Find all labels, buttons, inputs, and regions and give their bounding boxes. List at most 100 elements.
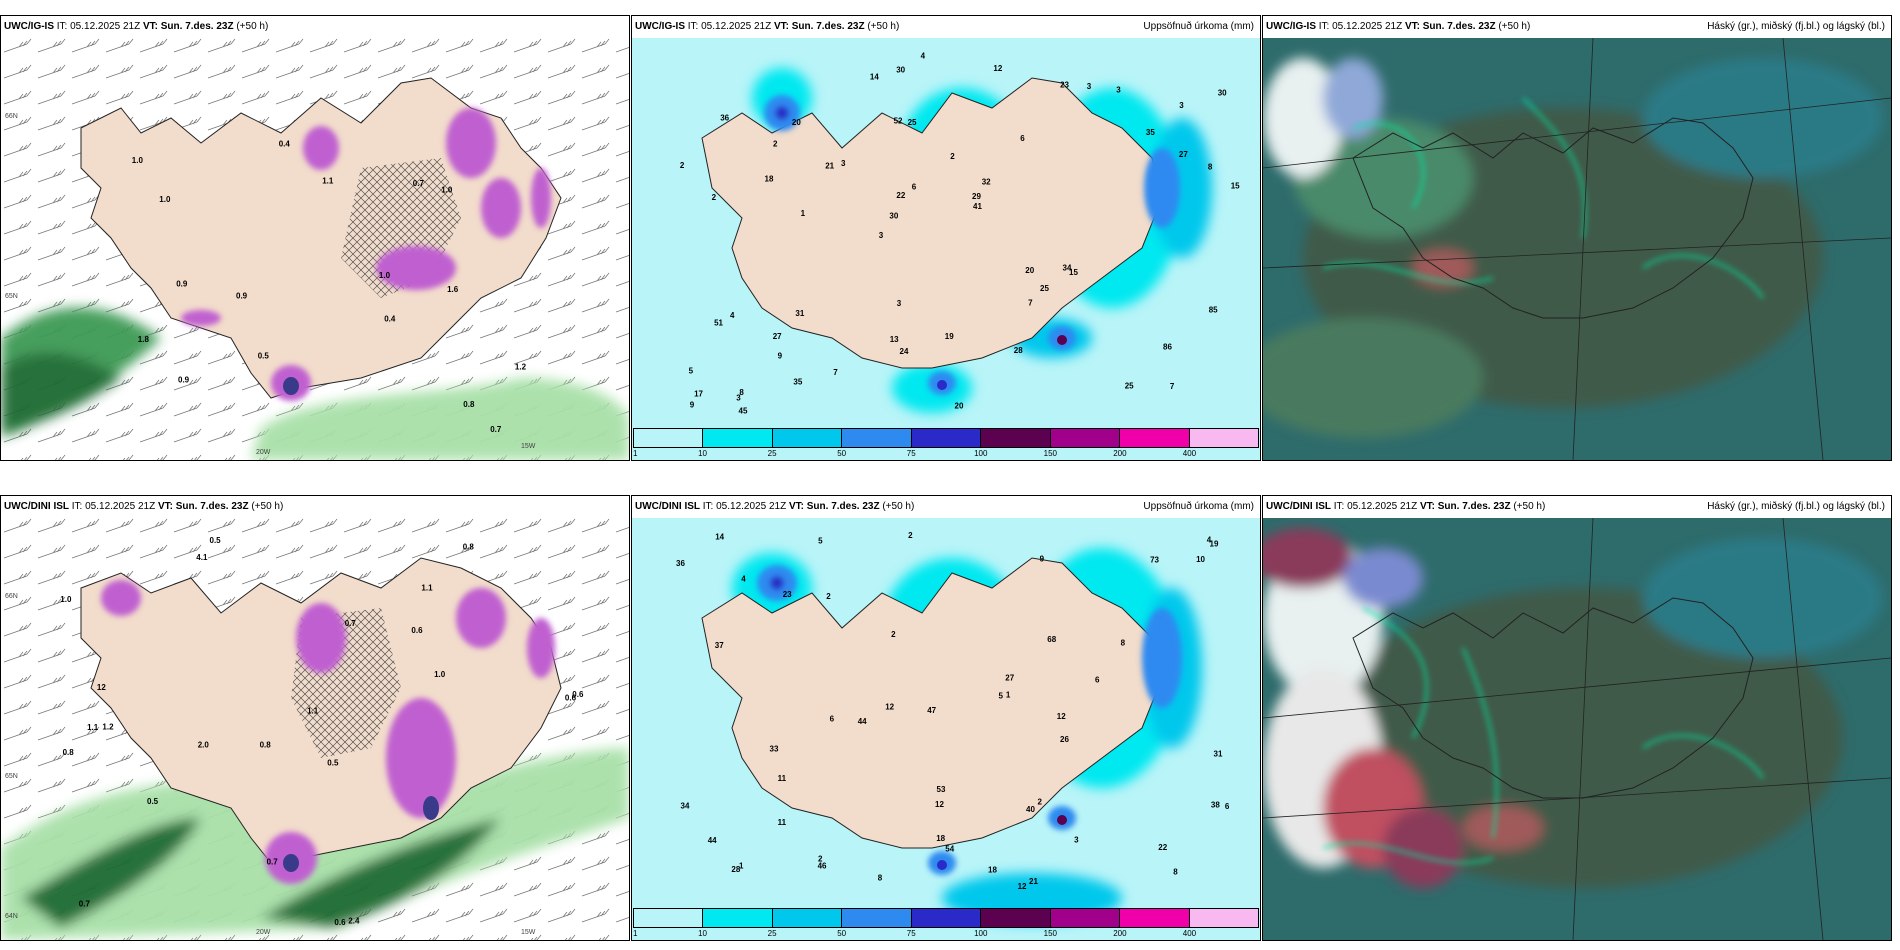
value-label: 1.0 <box>379 271 391 280</box>
model-name: UWC/IG-IS <box>635 21 685 32</box>
value-label: 1.0 <box>159 195 171 204</box>
legend-tick-label: 25 <box>767 929 777 938</box>
value-label: 0.7 <box>267 857 279 866</box>
value-label: 24 <box>900 347 909 356</box>
value-label: 3 <box>841 159 846 168</box>
it-label: IT: <box>71 501 83 512</box>
value-label: 1.2 <box>515 363 527 372</box>
legend-tick-label: 75 <box>906 929 916 938</box>
value-label: 7 <box>1028 298 1033 307</box>
panel-header: UWC/IG-IS IT: 05.12.2025 21Z VT: Sun. 7.… <box>1 16 629 38</box>
value-label: 38 <box>1211 801 1220 810</box>
value-label: 54 <box>945 845 954 854</box>
value-label: 18 <box>936 834 945 843</box>
legend-tick-label: 10 <box>698 449 707 458</box>
legend-tick-label: 1 <box>633 449 638 458</box>
legend-swatch <box>1189 909 1258 927</box>
value-label: 31 <box>1214 750 1223 759</box>
legend-swatch <box>703 429 773 447</box>
panel-clouds-top: UWC/IG-IS IT: 05.12.2025 21Z VT: Sun. 7.… <box>1262 15 1892 461</box>
legend-tick-label: 10 <box>698 929 707 938</box>
value-label: 15 <box>1231 181 1240 190</box>
value-label: 25 <box>1125 382 1134 391</box>
value-label: 0.8 <box>63 748 75 757</box>
legend-swatch <box>842 909 912 927</box>
lon-label-20w: 20W <box>256 929 271 936</box>
legend-tick-label: 50 <box>837 449 847 458</box>
accum-precip-map: 7233685224359253215363015202730132220233… <box>632 38 1260 460</box>
value-label: 53 <box>937 785 946 794</box>
value-label: 0.7 <box>79 900 91 909</box>
value-label: 1 <box>801 209 806 218</box>
value-label: 20 <box>1025 266 1034 275</box>
legend-swatch <box>772 909 843 927</box>
value-label: 7 <box>833 368 838 377</box>
value-label: 2 <box>680 161 685 170</box>
value-label: 1.1 <box>307 707 319 716</box>
panel-title: Háský (gr.), miðský (fj.bl.) og lágský (… <box>1707 501 1885 512</box>
value-label: 25 <box>908 118 917 127</box>
value-label: 5 <box>999 691 1004 700</box>
legend-swatch <box>1050 429 1121 447</box>
value-label: 46 <box>818 861 827 870</box>
value-label: 73 <box>1150 555 1159 564</box>
value-label: 23 <box>783 590 792 599</box>
value-label: 85 <box>1209 305 1218 314</box>
legend-tick-label: 200 <box>1113 449 1127 458</box>
value-label: 2 <box>712 193 717 202</box>
value-label: 36 <box>676 559 685 568</box>
value-label: 12 <box>935 800 944 809</box>
value-label: 3 <box>879 231 884 240</box>
it-label: IT: <box>687 21 699 32</box>
value-label: 44 <box>858 717 867 726</box>
lat-label-66: 66N <box>5 113 18 120</box>
value-label: 1.0 <box>60 595 72 604</box>
value-label: 0.6 <box>334 918 346 927</box>
legend-swatch <box>772 429 843 447</box>
value-label: 0.7 <box>490 425 502 434</box>
panel-ens-bottom: UWC/DINI ISL IT: 05.12.2025 21Z VT: Sun.… <box>0 495 630 941</box>
value-label: 1.0 <box>441 186 453 195</box>
legend-swatch <box>1120 429 1190 447</box>
lat-label-64: 64N <box>5 913 18 920</box>
value-label: 0.5 <box>258 352 270 361</box>
value-label: 11 <box>778 818 787 827</box>
value-label: 51 <box>714 319 723 328</box>
it-value: 05.12.2025 21Z <box>1332 21 1403 32</box>
it-value: 05.12.2025 21Z <box>85 501 156 512</box>
value-label: 12 <box>993 64 1002 73</box>
value-label: 2 <box>1038 798 1043 807</box>
legend-swatch <box>703 909 773 927</box>
it-label: IT: <box>1333 501 1345 512</box>
value-label: 1.1 <box>87 723 99 732</box>
value-label: 41 <box>973 202 982 211</box>
value-label: 3 <box>897 299 902 308</box>
legend-tick-label: 400 <box>1182 449 1197 458</box>
value-label: 0.5 <box>147 797 159 806</box>
value-label: 1.2 <box>102 723 114 732</box>
value-label: 1.6 <box>447 285 459 294</box>
vt-label: VT: <box>157 501 173 512</box>
value-label: 5 <box>818 536 823 545</box>
legend-swatch <box>634 909 704 927</box>
legend-tick-label: 200 <box>1113 929 1127 938</box>
value-label: 8 <box>878 873 883 882</box>
value-label: 27 <box>773 332 782 341</box>
lead-time: (+50 h) <box>1513 501 1546 512</box>
value-label: 2 <box>773 140 778 149</box>
panel-header: UWC/DINI ISL IT: 05.12.2025 21Z VT: Sun.… <box>632 496 1260 518</box>
value-label: 1 <box>1006 690 1011 699</box>
value-label: 14 <box>715 532 724 541</box>
value-label: 2.0 <box>198 741 210 750</box>
legend-tick-label: 100 <box>974 929 988 938</box>
panel-precip-bottom: UWC/DINI ISL IT: 05.12.2025 21Z VT: Sun.… <box>631 495 1261 941</box>
model-name: UWC/IG-IS <box>1266 21 1316 32</box>
legend-tick-label: 25 <box>767 449 777 458</box>
value-label: 1.1 <box>322 176 334 185</box>
value-label: 13 <box>890 335 899 344</box>
lat-label-65: 65N <box>5 773 18 780</box>
vt-label: VT: <box>1419 501 1435 512</box>
value-label: 22 <box>1158 843 1167 852</box>
value-label: 37 <box>715 641 724 650</box>
value-label: 6 <box>912 182 917 191</box>
